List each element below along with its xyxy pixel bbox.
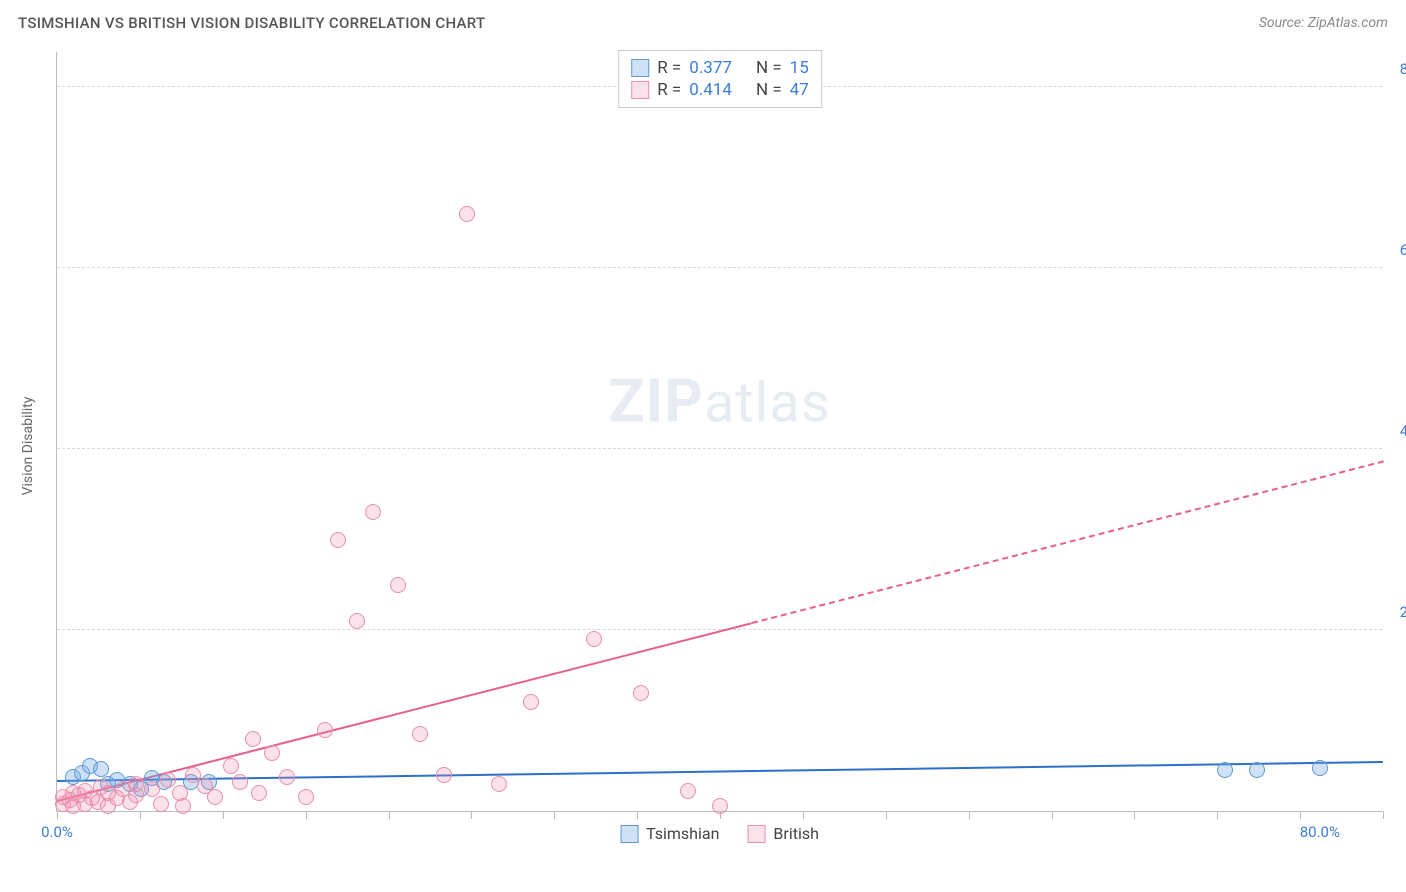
data-point [264, 745, 280, 761]
watermark-bold: ZIP [608, 366, 704, 437]
data-point [232, 774, 248, 790]
legend-swatch [631, 59, 649, 77]
stats-legend-row: R = 0.377 N = 15 [631, 57, 809, 79]
plot-region: ZIPatlas 20.0%40.0%60.0%80.0%0.0%80.0%R … [56, 52, 1382, 812]
x-tick [140, 811, 141, 819]
chart-container: TSIMSHIAN VS BRITISH VISION DISABILITY C… [10, 10, 1396, 882]
data-point [144, 781, 160, 797]
watermark: ZIPatlas [608, 366, 830, 437]
x-tick [1383, 811, 1384, 819]
x-tick [306, 811, 307, 819]
data-point [207, 789, 223, 805]
y-tick-label: 60.0% [1400, 241, 1406, 259]
x-tick [886, 811, 887, 819]
gridline [57, 448, 1382, 449]
gridline [57, 267, 1382, 268]
x-tick [803, 811, 804, 819]
data-point [317, 722, 333, 738]
legend-swatch [631, 81, 649, 99]
stat-r-label: R = [657, 58, 681, 78]
data-point [633, 685, 649, 701]
stats-legend: R = 0.377 N = 15 R = 0.414 N = 47 [618, 50, 822, 108]
legend-swatch [747, 825, 765, 843]
x-tick-label: 0.0% [41, 823, 73, 841]
data-point [712, 798, 728, 814]
data-point [523, 694, 539, 710]
data-point [349, 613, 365, 629]
chart-source: Source: ZipAtlas.com [1259, 15, 1388, 31]
data-point [153, 796, 169, 812]
stat-n-value: 15 [790, 58, 809, 78]
y-axis-label: Vision Disability [20, 346, 36, 546]
data-point [298, 789, 314, 805]
data-point [390, 577, 406, 593]
stat-n-value: 47 [790, 80, 809, 100]
data-point [251, 785, 267, 801]
data-point [330, 532, 346, 548]
stats-legend-row: R = 0.414 N = 47 [631, 79, 809, 101]
legend-label: Tsimshian [646, 824, 719, 843]
data-point [491, 776, 507, 792]
watermark-rest: atlas [704, 370, 831, 436]
stat-n-label: N = [756, 58, 782, 78]
x-tick [1217, 811, 1218, 819]
data-point [128, 787, 144, 803]
stat-n-label: N = [756, 80, 782, 100]
data-point [412, 726, 428, 742]
stat-r-value: 0.377 [689, 58, 732, 78]
y-tick-label: 80.0% [1400, 60, 1406, 78]
trend-line [57, 761, 1383, 782]
x-tick [554, 811, 555, 819]
data-point [586, 631, 602, 647]
legend-item: British [747, 824, 818, 843]
series-legend: Tsimshian British [620, 824, 819, 843]
data-point [680, 783, 696, 799]
x-tick [471, 811, 472, 819]
data-point [175, 798, 191, 814]
x-tick [637, 811, 638, 819]
y-tick-label: 20.0% [1400, 603, 1406, 621]
data-point [1217, 762, 1233, 778]
chart-area: Vision Disability ZIPatlas 20.0%40.0%60.… [10, 46, 1396, 846]
data-point [1312, 760, 1328, 776]
y-tick-label: 40.0% [1400, 422, 1406, 440]
x-tick [1052, 811, 1053, 819]
x-tick-label: 80.0% [1300, 823, 1340, 841]
data-point [223, 758, 239, 774]
x-tick [1300, 811, 1301, 819]
data-point [245, 731, 261, 747]
x-tick [57, 811, 58, 819]
trend-line-dashed [751, 461, 1383, 625]
x-tick [223, 811, 224, 819]
x-tick [969, 811, 970, 819]
stat-r-value: 0.414 [689, 80, 732, 100]
x-tick [1134, 811, 1135, 819]
data-point [160, 772, 176, 788]
stat-r-label: R = [657, 80, 681, 100]
data-point [436, 767, 452, 783]
legend-item: Tsimshian [620, 824, 719, 843]
data-point [279, 769, 295, 785]
legend-swatch [620, 825, 638, 843]
x-tick [389, 811, 390, 819]
chart-header: TSIMSHIAN VS BRITISH VISION DISABILITY C… [10, 10, 1396, 40]
data-point [459, 206, 475, 222]
chart-title: TSIMSHIAN VS BRITISH VISION DISABILITY C… [18, 14, 485, 32]
data-point [1249, 762, 1265, 778]
legend-label: British [773, 824, 818, 843]
data-point [365, 504, 381, 520]
